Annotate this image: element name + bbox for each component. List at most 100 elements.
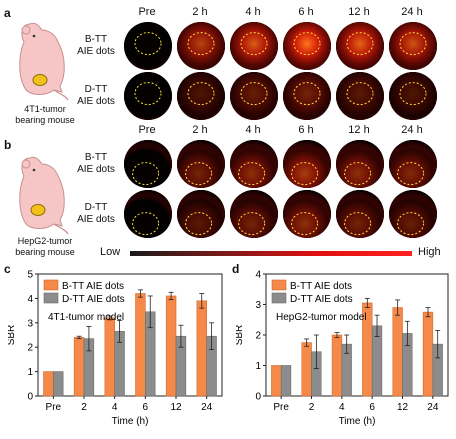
tumor-region-outline [399, 82, 427, 106]
x-tick-label: 2 [81, 402, 87, 413]
time-label-b-1: 2 h [192, 124, 208, 136]
time-label-a-1: 2 h [192, 6, 208, 18]
y-tick-label: 5 [27, 270, 33, 281]
tumor-marker [32, 74, 48, 86]
y-tick-label: 3 [27, 318, 33, 329]
time-label-b-0: Pre [138, 124, 156, 136]
fluorescence-image-a-1-5 [389, 72, 437, 120]
tumor-region-outline [187, 32, 215, 56]
bar-btt [104, 317, 115, 397]
y-tick-label: 1 [27, 367, 33, 378]
y-tick-label: 2 [255, 331, 261, 342]
legend-swatch-btt [271, 279, 287, 291]
tumor-region-outline [293, 32, 321, 56]
row-label-b-btt: B-TT AIE dots [77, 152, 115, 175]
tumor-region-outline [399, 32, 427, 56]
y-tick-label: 3 [255, 300, 261, 311]
bar-btt [301, 342, 312, 397]
tumor-region-outline [134, 82, 162, 106]
mouse-caption-4t1-line1: 4T1-tumor [24, 104, 66, 114]
fluorescence-image-b-1-0 [124, 190, 172, 238]
legend-label-dtt: D-TT AIE dots [290, 294, 353, 305]
x-tick-label: 12 [397, 402, 409, 413]
mouse-illustration-hepg2 [19, 156, 69, 234]
bar-btt [331, 334, 343, 397]
fluorescence-image-a-1-3 [283, 72, 331, 120]
legend-swatch-dtt [271, 292, 287, 304]
time-label-a-4: 12 h [348, 6, 370, 18]
x-tick-label: 24 [201, 402, 213, 413]
bar-btt [165, 295, 177, 397]
bar-btt [73, 337, 85, 397]
tumor-region-outline [346, 32, 374, 56]
fluorescence-image-a-0-4 [336, 22, 384, 70]
bar-btt [392, 307, 403, 397]
y-tick-label: 0 [255, 392, 261, 403]
time-label-a-0: Pre [138, 6, 156, 18]
tumor-region-outline [346, 82, 374, 106]
tumor-region-outline [240, 32, 268, 56]
x-axis-label: Time (h) [112, 416, 149, 427]
fluorescence-image-a-0-1 [177, 22, 225, 70]
tumor-region-outline [397, 212, 425, 236]
y-tick-label: 0 [27, 392, 33, 403]
fluorescence-image-a-1-0 [124, 72, 172, 120]
time-label-b-3: 6 h [298, 124, 314, 136]
tumor-region-outline [132, 162, 160, 186]
fluorescence-image-a-0-3 [283, 22, 331, 70]
fluorescence-image-b-1-5 [389, 190, 437, 238]
tumor-region-outline [238, 212, 266, 236]
x-tick-label: 2 [309, 402, 315, 413]
fluorescence-image-b-1-2 [230, 190, 278, 238]
panel-label-d: d [232, 262, 240, 276]
tumor-marker [30, 204, 46, 216]
time-label-a-5: 24 h [401, 6, 423, 18]
x-tick-label: 12 [170, 402, 182, 413]
y-axis-label: SBR [236, 325, 245, 346]
time-label-a-3: 6 h [298, 6, 314, 18]
fluorescence-image-a-0-5 [389, 22, 437, 70]
plot-frame [37, 273, 223, 397]
x-tick-label: 4 [339, 402, 345, 413]
fluorescence-image-b-1-3 [283, 190, 331, 238]
panel-label-c: c [4, 262, 11, 276]
tumor-region-outline [344, 212, 372, 236]
bar-dtt [280, 365, 292, 397]
scale-high-label: High [418, 246, 441, 258]
row-label-b-dtt: D-TT AIE dots [77, 202, 115, 225]
x-tick-label: Pre [46, 402, 62, 413]
x-tick-label: 6 [143, 402, 149, 413]
x-tick-label: Pre [273, 402, 289, 413]
row-label-a-dtt: D-TT AIE dots [77, 84, 115, 107]
tumor-region-outline [132, 212, 160, 236]
tumor-region-outline [291, 212, 319, 236]
row-label-a-btt: B-TT AIE dots [77, 34, 115, 57]
mouse-caption-4t1-line2: bearing mouse [15, 115, 75, 125]
mouse-caption-hepg2-line1: HepG2-tumor [17, 236, 73, 246]
fluorescence-image-b-0-5 [389, 140, 437, 188]
time-label-a-2: 4 h [245, 6, 261, 18]
bar-btt [43, 371, 54, 397]
tumor-region-outline [134, 32, 162, 56]
mouse-illustration-4t1 [19, 22, 69, 100]
time-label-b-2: 4 h [245, 124, 261, 136]
legend-label-btt: B-TT AIE dots [290, 281, 352, 292]
fluorescence-image-a-1-2 [230, 72, 278, 120]
bar-btt [135, 293, 146, 397]
model-annotation: HepG2-tumor model [276, 312, 367, 323]
fluorescence-image-b-0-1 [177, 140, 225, 188]
bar-btt [422, 311, 434, 397]
legend-swatch-dtt [43, 292, 59, 304]
legend-label-btt: B-TT AIE dots [62, 281, 124, 292]
bar-btt [196, 300, 207, 397]
time-label-b-5: 24 h [401, 124, 423, 136]
bar-dtt [53, 371, 64, 397]
fluorescence-image-b-0-3 [283, 140, 331, 188]
panel-label-b: b [4, 138, 12, 152]
tumor-region-outline [344, 162, 372, 186]
fluorescence-image-a-1-1 [177, 72, 225, 120]
fluorescence-image-b-1-4 [336, 190, 384, 238]
x-tick-label: 6 [369, 402, 375, 413]
